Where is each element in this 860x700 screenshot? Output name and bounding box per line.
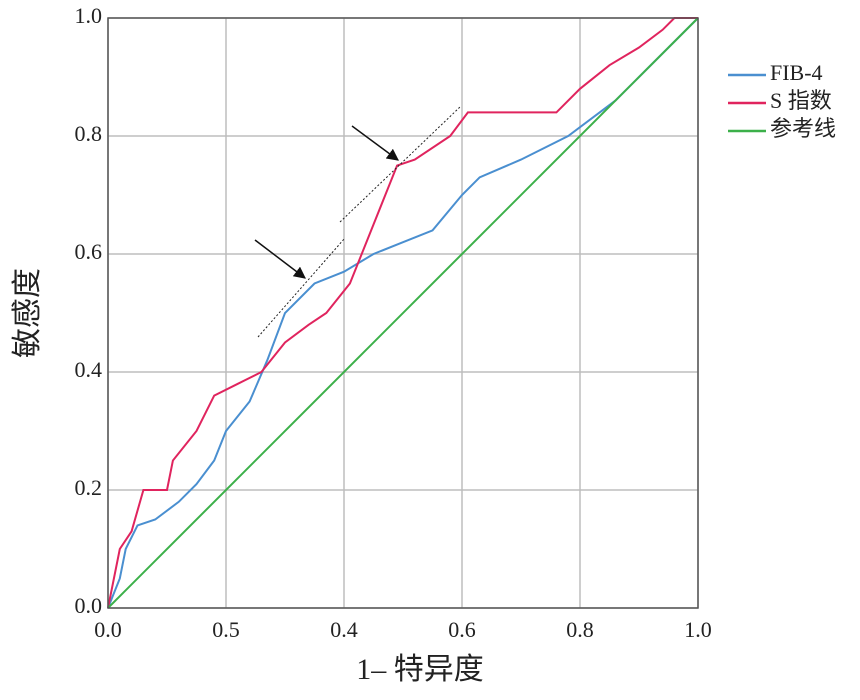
y-tick-label: 0.6	[75, 239, 103, 264]
y-tick-label: 0.8	[75, 121, 103, 146]
y-axis-title: 敏感度	[11, 268, 44, 358]
y-tick-label: 1.0	[75, 3, 103, 28]
series-line	[107, 17, 699, 609]
series-line	[107, 17, 699, 609]
x-tick-label: 0.4	[330, 617, 358, 642]
x-tick-label: 0.0	[94, 617, 122, 642]
x-tick-label: 0.8	[566, 617, 594, 642]
legend-label: 参考线	[770, 116, 836, 141]
annotation-line	[257, 237, 346, 338]
x-axis-title: 1– 特异度	[356, 653, 484, 686]
plot-frame	[107, 17, 699, 609]
legend-label: FIB-4	[770, 60, 823, 85]
legend-label: S 指数	[770, 88, 832, 113]
annotation-arrow	[351, 125, 399, 161]
x-tick-label: 1.0	[684, 617, 712, 642]
annotation-arrow	[254, 239, 306, 279]
x-tick-label: 0.5	[212, 617, 240, 642]
y-tick-label: 0.0	[75, 593, 103, 618]
lines	[107, 17, 699, 609]
y-tick-label: 0.4	[75, 357, 103, 382]
x-tick-label: 0.6	[448, 617, 476, 642]
series-line	[107, 17, 698, 609]
y-tick-label: 0.2	[75, 475, 103, 500]
